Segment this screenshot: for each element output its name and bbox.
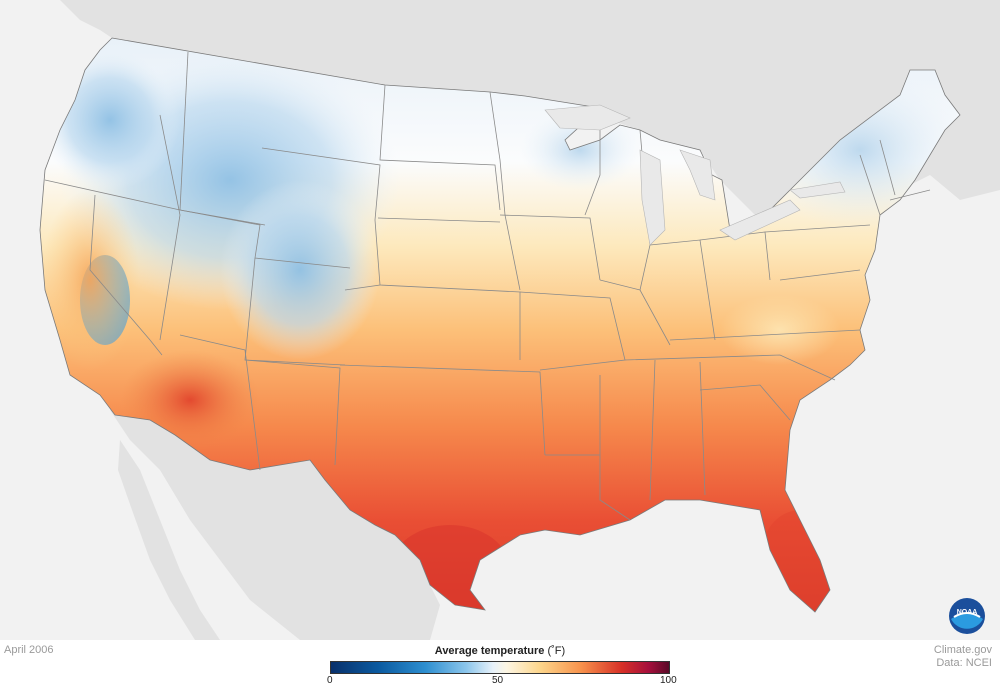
credit-data: Data: NCEI [936, 657, 992, 669]
map-date: April 2006 [4, 644, 54, 656]
legend-tick-0: 0 [327, 675, 333, 686]
canada-land [60, 0, 1000, 220]
legend-tick-100: 100 [660, 675, 677, 686]
credit-site: Climate.gov [933, 644, 992, 656]
temperature-map [39, 0, 1000, 640]
legend-title-text: Average temperature [434, 645, 545, 657]
baja-peninsula [118, 440, 220, 640]
legend-unit: (˚F) [547, 645, 566, 657]
legend-title: Average temperature (˚F) [330, 645, 670, 657]
state-borders [39, 37, 961, 613]
map-area: NOAA [0, 0, 1000, 640]
noaa-logo-text: NOAA [957, 609, 978, 616]
legend-color-bar [330, 661, 670, 674]
footer: April 2006 Average temperature (˚F) 0 50… [0, 640, 1000, 690]
great-lakes [544, 104, 846, 246]
legend-tick-50: 50 [492, 675, 504, 686]
mexico-land [110, 410, 440, 640]
noaa-logo: NOAA [949, 598, 985, 634]
